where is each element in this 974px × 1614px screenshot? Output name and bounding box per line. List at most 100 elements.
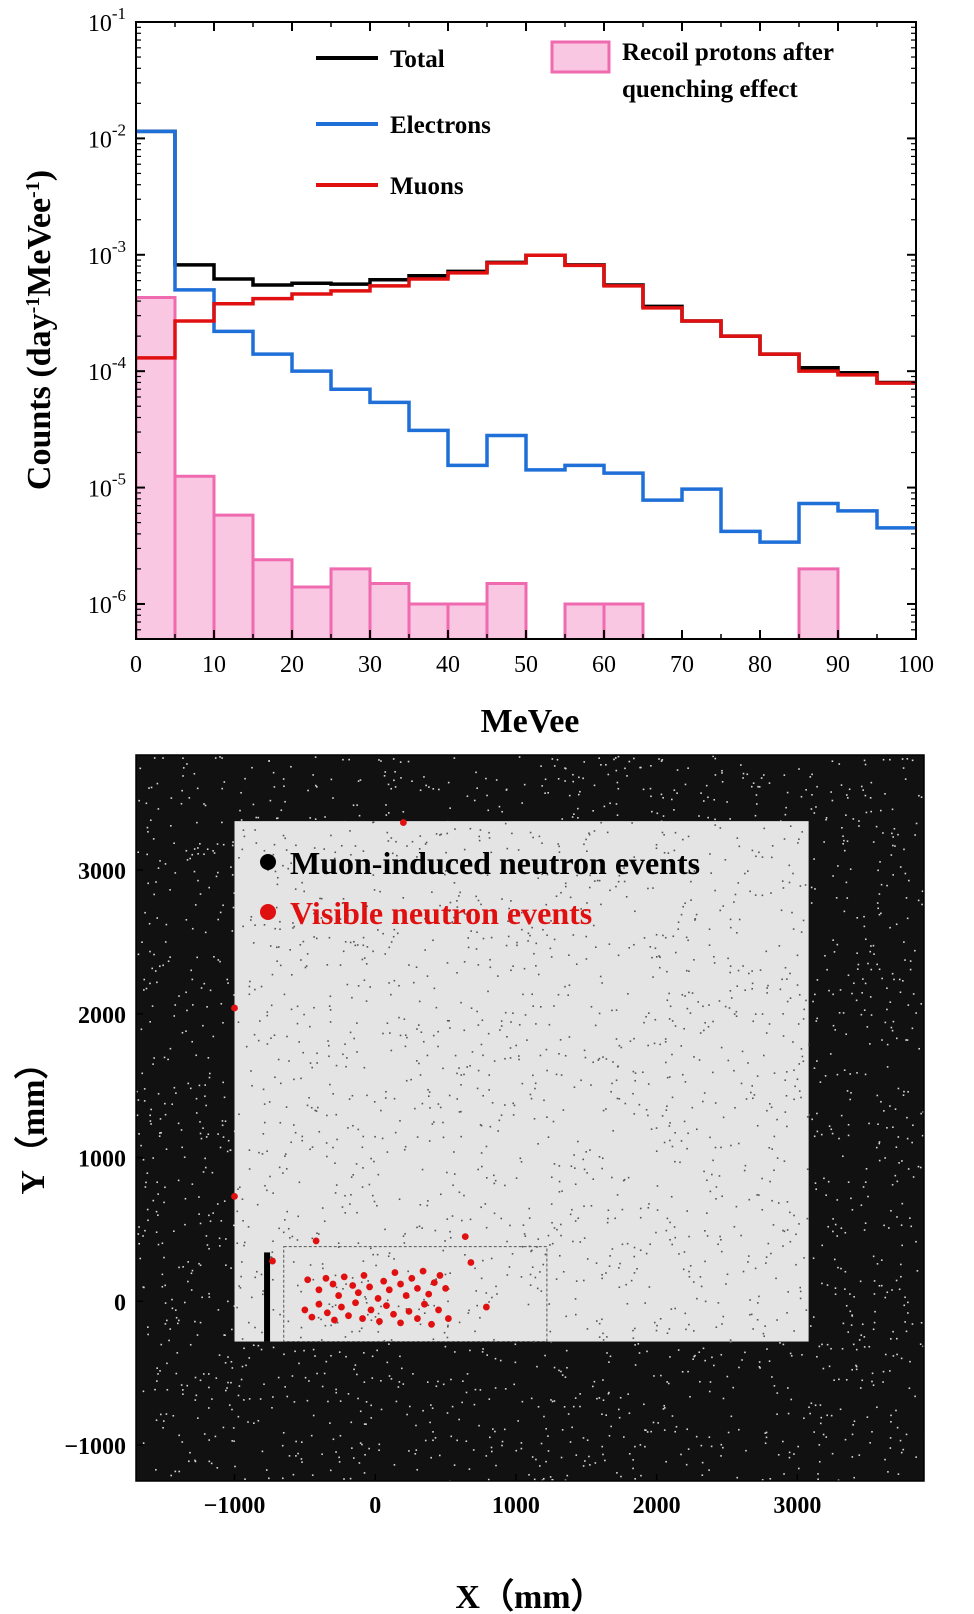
muon-event-point [796,954,799,957]
muon-event-point [334,1162,336,1164]
muon-event-point [549,947,552,950]
muon-event-point [918,1047,921,1050]
muon-event-point [770,1106,773,1109]
muon-event-point [742,965,744,967]
muon-event-point [836,1073,839,1076]
muon-event-point [878,968,881,971]
muon-event-point [553,1227,556,1229]
muon-event-point [442,1067,444,1070]
muon-event-point [162,1420,165,1422]
y-tick-label: 10-4 [88,353,127,386]
muon-event-point [448,1019,450,1022]
muon-event-point [286,1035,288,1038]
muon-event-point [232,1427,235,1429]
muon-event-point [891,1029,894,1032]
muon-event-point [357,1397,359,1400]
muon-event-point [858,1339,861,1341]
muon-event-point [217,1309,220,1311]
muon-event-point [159,1118,162,1120]
muon-event-point [360,1281,363,1284]
muon-event-point [431,891,433,893]
muon-event-point [751,982,754,985]
muon-event-point [431,1407,434,1410]
muon-event-point [853,1296,855,1298]
muon-event-point [330,1354,332,1357]
muon-event-point [533,1478,536,1481]
muon-event-point [921,890,924,893]
muon-event-point [780,909,783,912]
muon-event-point [656,1324,658,1327]
muon-event-point [162,964,164,967]
muon-event-point [616,1097,619,1100]
muon-event-point [873,1293,876,1295]
muon-event-point [257,1344,260,1347]
muon-event-point [174,1470,177,1473]
muon-event-point [663,1404,666,1407]
muon-event-point [517,849,520,851]
muon-event-point [456,1098,459,1100]
muon-event-point [184,1197,187,1200]
muon-event-point [685,969,688,972]
muon-event-point [148,922,151,925]
muon-event-point [886,1008,888,1011]
muon-event-point [707,1025,710,1028]
muon-event-point [634,1079,636,1082]
muon-event-point [853,1420,856,1423]
muon-event-point [720,1046,723,1049]
muon-event-point [309,817,312,819]
muon-event-point [187,1082,190,1085]
muon-event-point [730,997,733,999]
muon-event-point [700,792,702,794]
muon-event-point [655,1231,657,1234]
muon-event-point [628,760,631,763]
muon-event-point [356,804,358,806]
muon-event-point [280,809,283,812]
muon-event-point [555,895,558,898]
muon-event-point [339,964,342,966]
visible-neutron-point [444,1315,452,1322]
muon-event-point [909,968,912,971]
muon-event-point [680,913,683,916]
muon-event-point [715,1326,718,1328]
muon-event-point [608,943,611,945]
muon-event-point [654,1018,657,1021]
muon-event-point [354,944,357,947]
muon-event-point [595,1320,598,1322]
muon-event-point [300,1077,302,1080]
muon-event-point [768,1146,771,1149]
muon-event-point [649,787,652,790]
muon-event-point [419,1323,422,1326]
muon-event-point [297,1452,299,1455]
muon-event-point [482,1348,484,1350]
muon-event-point [889,1338,892,1340]
muon-event-point [547,791,549,794]
muon-event-point [300,1336,302,1339]
muon-event-point [169,1328,172,1330]
muon-event-point [147,1333,149,1336]
muon-event-point [360,1327,363,1330]
muon-event-point [770,1252,772,1255]
muon-event-point [485,1226,488,1229]
muon-event-point [817,1473,819,1475]
muon-event-point [262,1133,265,1135]
muon-event-point [458,895,460,897]
muon-event-point [766,1109,768,1112]
muon-event-point [880,912,882,915]
muon-event-point [486,794,488,797]
muon-event-point [783,1473,785,1475]
muon-event-point [678,1253,680,1255]
muon-event-point [912,1176,915,1178]
muon-event-point [198,1213,200,1215]
bar-outline-recoil-protons [602,602,645,639]
muon-event-point [749,890,751,893]
muon-event-point [356,1211,358,1214]
muon-event-point [237,1394,240,1397]
muon-event-point [503,1428,506,1431]
muon-event-point [586,1439,589,1442]
muon-event-point [666,1076,669,1079]
visible-neutron-point [428,1320,435,1328]
muon-event-point [665,1109,668,1111]
muon-event-point [362,850,365,852]
muon-event-point [418,848,421,850]
muon-event-point [589,874,591,877]
